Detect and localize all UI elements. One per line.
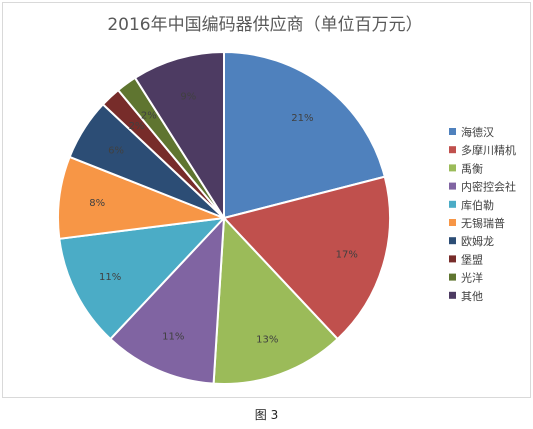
slice-data-label-10: 9%	[180, 91, 196, 102]
legend-swatch-4	[449, 182, 456, 190]
slice-data-label-4: 11%	[162, 331, 184, 342]
pie-slice-3	[212, 215, 340, 385]
pie-slice-1	[223, 50, 387, 220]
pie-slices	[57, 50, 391, 385]
slice-data-label-5: 11%	[99, 272, 121, 283]
pie-slice-10	[133, 50, 225, 222]
legend-swatch-2	[449, 146, 456, 154]
pie-chart: 2016年中国编码器供应商（单位百万元） 21% 17% 13% 11% 11% 8% 6%…	[57, 15, 516, 385]
legend-label-5: 库伯勒	[461, 198, 494, 212]
slice-data-label-7: 6%	[108, 146, 124, 157]
slice-data-label-6: 8%	[89, 198, 105, 209]
legend-swatch-1	[449, 128, 456, 135]
legend-label-4: 内密控会社	[461, 180, 516, 194]
figure-caption: 图 3	[254, 408, 279, 422]
legend-label-3: 禹衡	[461, 162, 483, 175]
legend-swatch-6	[449, 219, 456, 226]
slice-data-label-9: 2%	[141, 111, 157, 122]
legend-label-10: 其他	[461, 290, 483, 303]
legend-label-8: 堡盟	[461, 252, 483, 266]
slice-data-label-3: 13%	[256, 334, 278, 345]
legend-label-6: 无锡瑞普	[461, 216, 505, 230]
pie-slice-2	[222, 175, 391, 341]
chart-area: 2016年中国编码器供应商（单位百万元） 21% 17% 13% 11% 11% 8% 6%…	[2, 2, 531, 398]
legend-label-2: 多摩川精机	[461, 143, 516, 157]
slice-data-label-8: 2%	[129, 121, 145, 132]
slice-data-label-1: 21%	[291, 113, 313, 124]
slice-data-label-2: 17%	[336, 250, 358, 261]
legend-swatch-9	[449, 273, 456, 281]
legend-swatch-10	[449, 291, 456, 299]
pie-slice-5	[58, 216, 227, 341]
legend-swatch-3	[449, 164, 456, 172]
legend-label-9: 光洋	[461, 271, 483, 285]
legend-label-1: 海德汉	[461, 125, 494, 139]
chart-title: 2016年中国编码器供应商（单位百万元）	[107, 15, 422, 35]
pie-data-labels: 21% 17% 13% 11% 11% 8% 6% 2%2% 9%	[89, 91, 358, 345]
legend-swatch-7	[449, 237, 456, 245]
legend-swatch-5	[449, 200, 456, 208]
pie-slice-4	[108, 215, 226, 385]
legend-label-7: 欧姆龙	[461, 234, 494, 248]
legend-swatch-8	[449, 255, 456, 263]
